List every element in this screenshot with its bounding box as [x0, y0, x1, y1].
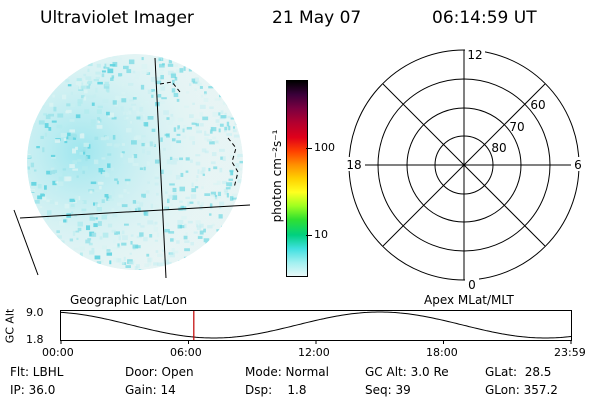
colorbar-unit-label: photon cm⁻²s⁻¹: [270, 129, 284, 223]
info-glat: GLat: 28.5: [485, 365, 552, 379]
polar-lat-60: 60: [530, 98, 545, 112]
timeline-x-tick-0: 00:00: [42, 346, 74, 359]
app-title: Ultraviolet Imager: [40, 8, 194, 28]
info-ip: IP: 36.0: [10, 383, 56, 397]
timeline-y-label: GC Alt: [3, 308, 17, 344]
timeline-x-tick-2: 12:00: [298, 346, 330, 359]
coastline-east: [227, 137, 239, 189]
timeline-right-label: Apex MLat/MLT: [424, 293, 514, 307]
info-glon: GLon: 357.2: [485, 383, 558, 397]
info-mode: Mode: Normal: [245, 365, 329, 379]
timeline-x-tick-3: 18:00: [426, 346, 458, 359]
date-label: 21 May 07: [272, 8, 362, 28]
polar-diagonal-2: [382, 83, 546, 247]
timeline-y-tick-min: 1.8: [26, 333, 44, 346]
earth-image: [13, 54, 251, 279]
timeline-x-tick-4: 23:59: [554, 346, 586, 359]
polar-mlt-18: 18: [346, 158, 361, 172]
timeline-x-tick-1: 06:00: [170, 346, 202, 359]
info-gc-alt: GC Alt: 3.0 Re: [365, 365, 449, 379]
altitude-curve: [60, 311, 572, 339]
info-filter: Flt: LBHL: [10, 365, 64, 379]
longitude-line: [154, 57, 167, 279]
info-dsp: Dsp: 1.8: [245, 383, 307, 397]
timeline-y-tick-max: 9.0: [26, 306, 44, 319]
timeline-plot: [60, 310, 572, 344]
timeline-left-label: Geographic Lat/Lon: [70, 293, 188, 307]
polar-mlt-0: 0: [468, 278, 476, 292]
colorbar-tick-100: 100: [314, 141, 335, 154]
time-label: 06:14:59 UT: [432, 8, 537, 28]
polar-plot: 12 18 6 0 60 70 80: [343, 47, 585, 292]
timeline-frame: [60, 310, 572, 341]
polar-mlt-6: 6: [574, 158, 582, 172]
latitude-line: [19, 204, 251, 219]
polar-mlt-12: 12: [467, 48, 482, 62]
info-door: Door: Open: [125, 365, 194, 379]
info-seq: Seq: 39: [365, 383, 411, 397]
polar-lat-70: 70: [509, 120, 524, 134]
colorbar: [286, 80, 308, 277]
info-gain: Gain: 14: [125, 383, 176, 397]
earth-disk: [27, 54, 243, 270]
longitude-line-west: [13, 209, 39, 276]
colorbar-tick-10: 10: [314, 228, 328, 241]
polar-lat-80: 80: [491, 141, 506, 155]
